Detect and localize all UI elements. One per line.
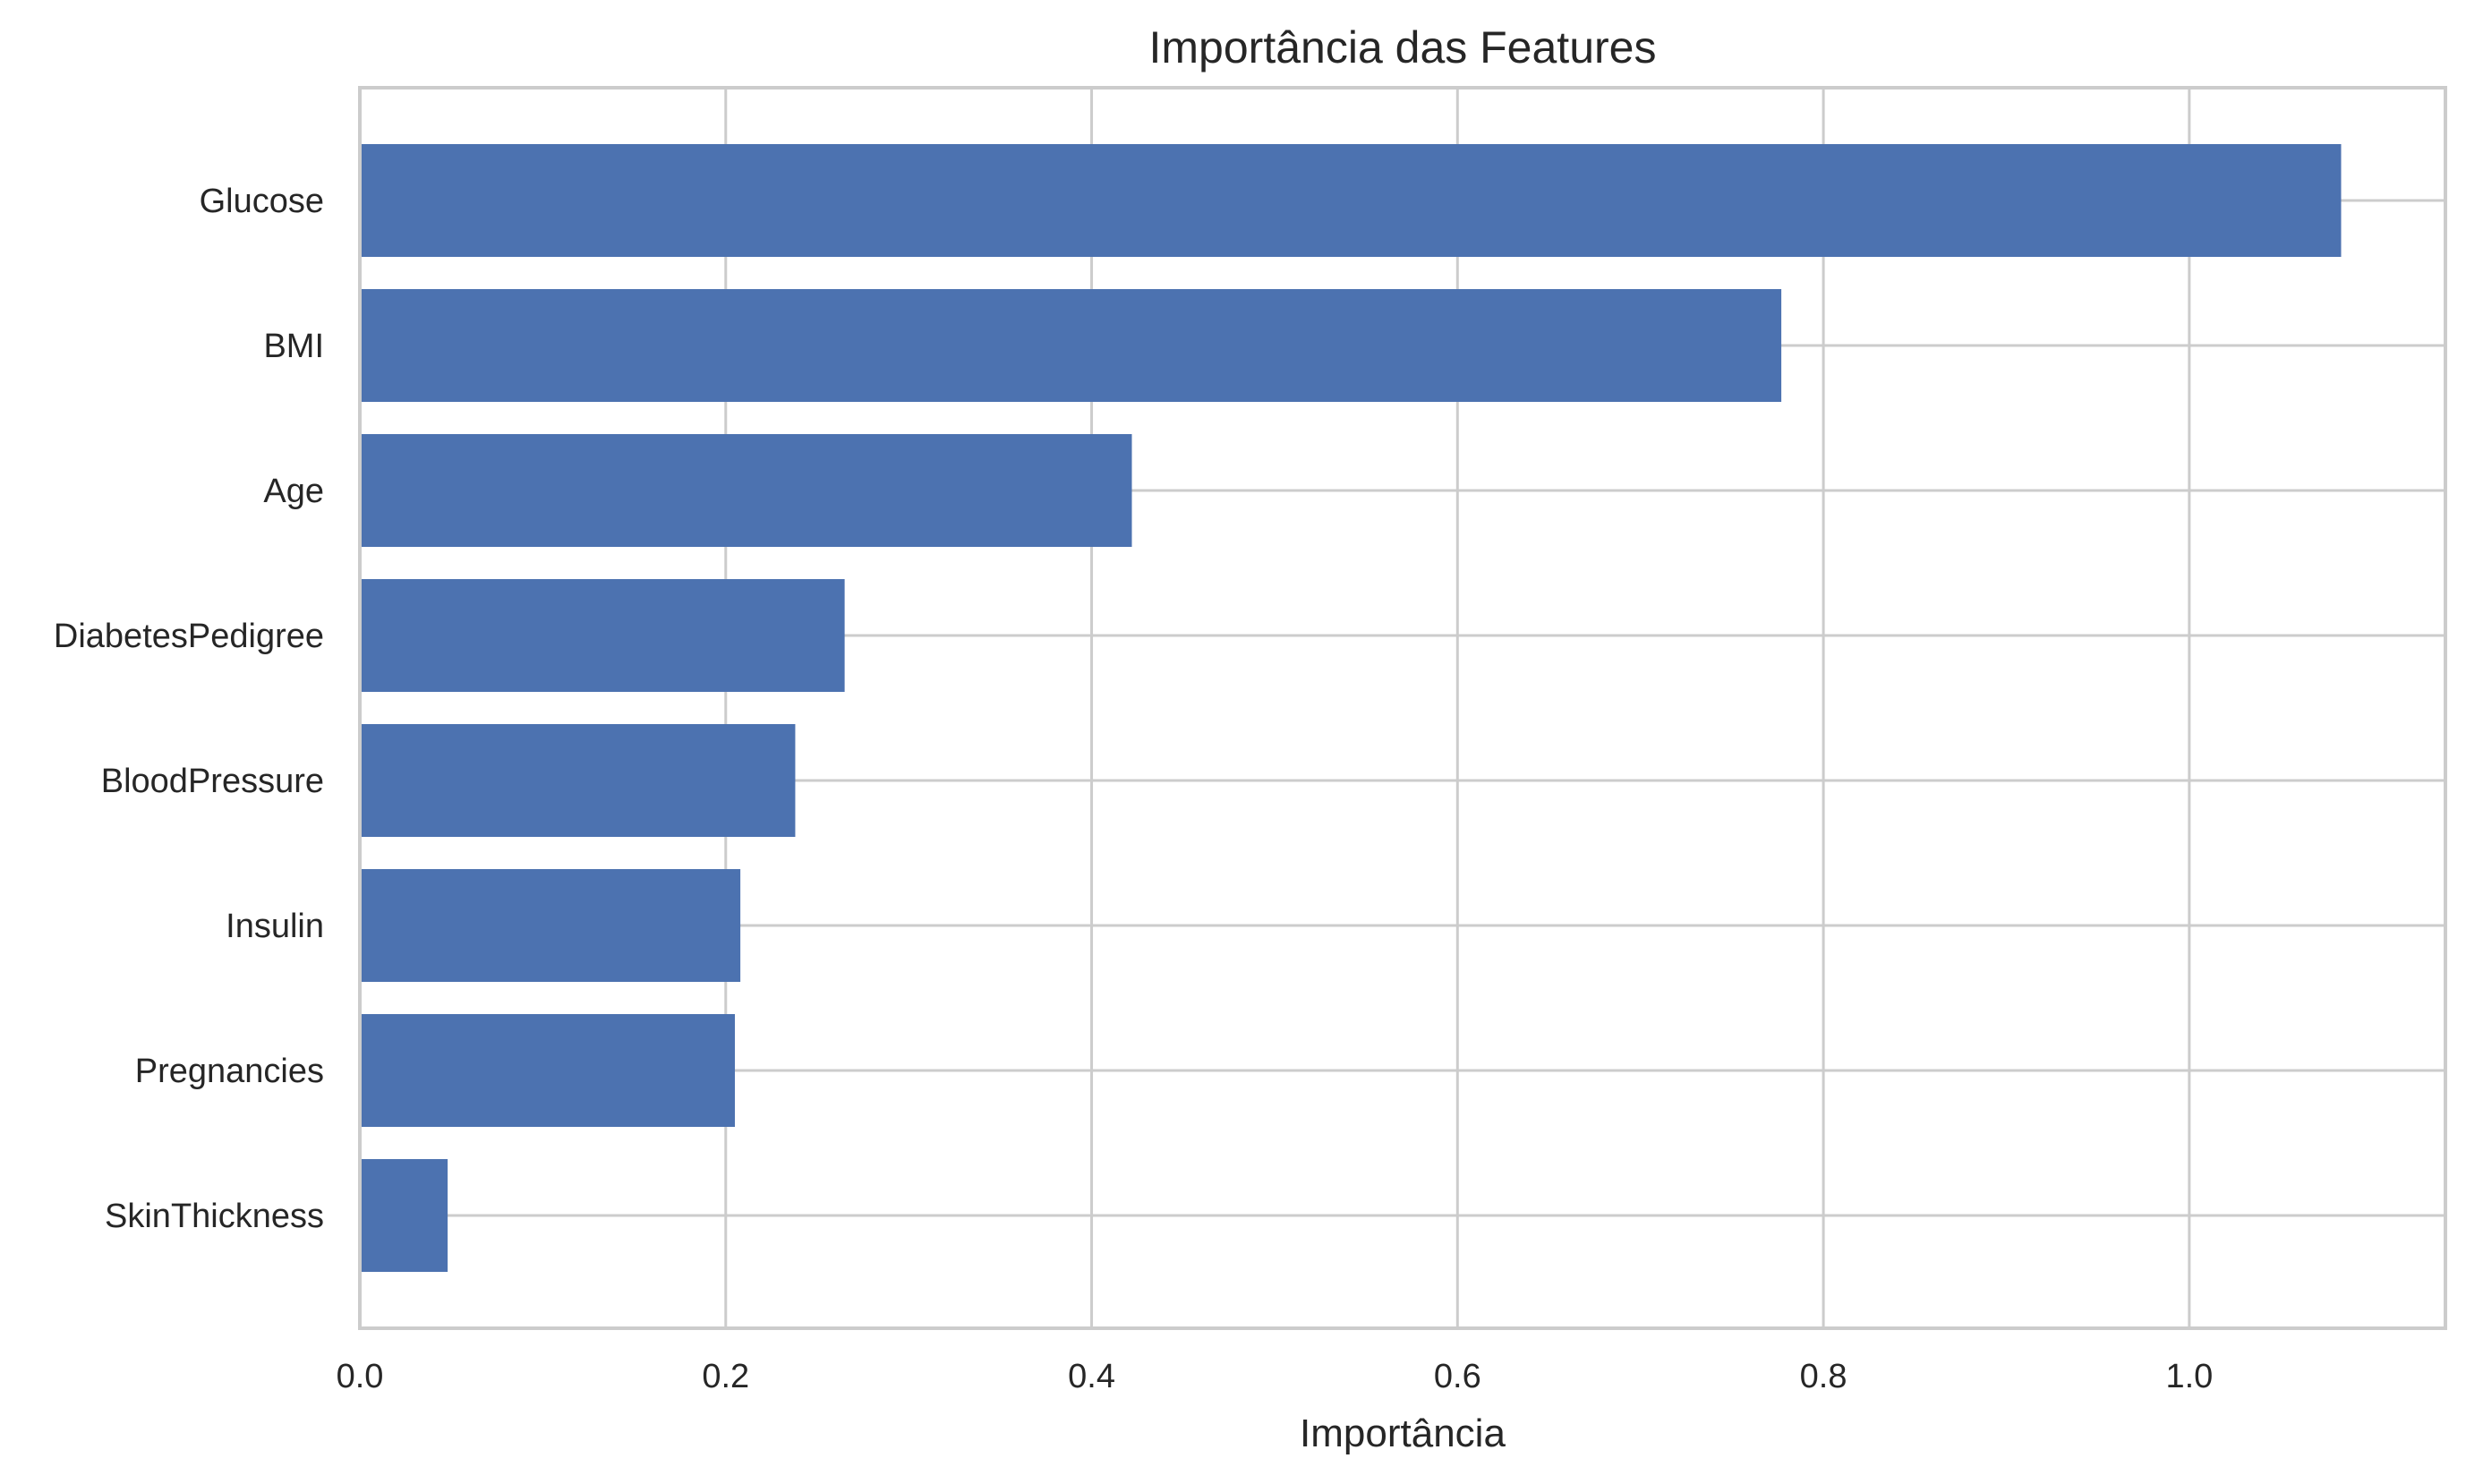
y-tick-label: BloodPressure xyxy=(101,763,324,800)
grid-layer xyxy=(358,88,2445,1328)
bar-pregnancies xyxy=(360,1014,735,1127)
plot-frame xyxy=(358,86,2447,1330)
bar-bmi xyxy=(360,289,1782,402)
x-tick-label: 0.6 xyxy=(1434,1358,1481,1395)
x-tick-label: 0.0 xyxy=(337,1358,384,1395)
bar-glucose xyxy=(360,144,2342,257)
bar-diabetespedigree xyxy=(360,579,845,692)
y-tick-label: Age xyxy=(263,473,324,510)
x-tick-labels: 0.0 0.2 0.4 0.6 0.8 1.0 xyxy=(337,1358,2214,1395)
chart-title: Importância das Features xyxy=(1149,22,1657,72)
x-tick-label: 0.8 xyxy=(1800,1358,1847,1395)
x-tick-label: 0.2 xyxy=(702,1358,749,1395)
x-tick-label: 0.4 xyxy=(1068,1358,1115,1395)
y-tick-labels: Glucose BMI Age DiabetesPedigree BloodPressu… xyxy=(54,183,324,1235)
y-tick-label: SkinThickness xyxy=(105,1198,324,1235)
bars-layer xyxy=(360,144,2342,1272)
bar-insulin xyxy=(360,869,741,982)
y-tick-label: Insulin xyxy=(226,908,324,945)
y-tick-label: BMI xyxy=(263,328,324,365)
bar-skinthickness xyxy=(360,1159,448,1272)
x-tick-label: 1.0 xyxy=(2165,1358,2213,1395)
bar-age xyxy=(360,434,1132,547)
bar-bloodpressure xyxy=(360,724,796,837)
x-axis-label: Importância xyxy=(1300,1412,1506,1455)
y-tick-label: DiabetesPedigree xyxy=(54,618,324,655)
y-tick-label: Pregnancies xyxy=(135,1053,324,1090)
y-tick-label: Glucose xyxy=(200,183,324,220)
